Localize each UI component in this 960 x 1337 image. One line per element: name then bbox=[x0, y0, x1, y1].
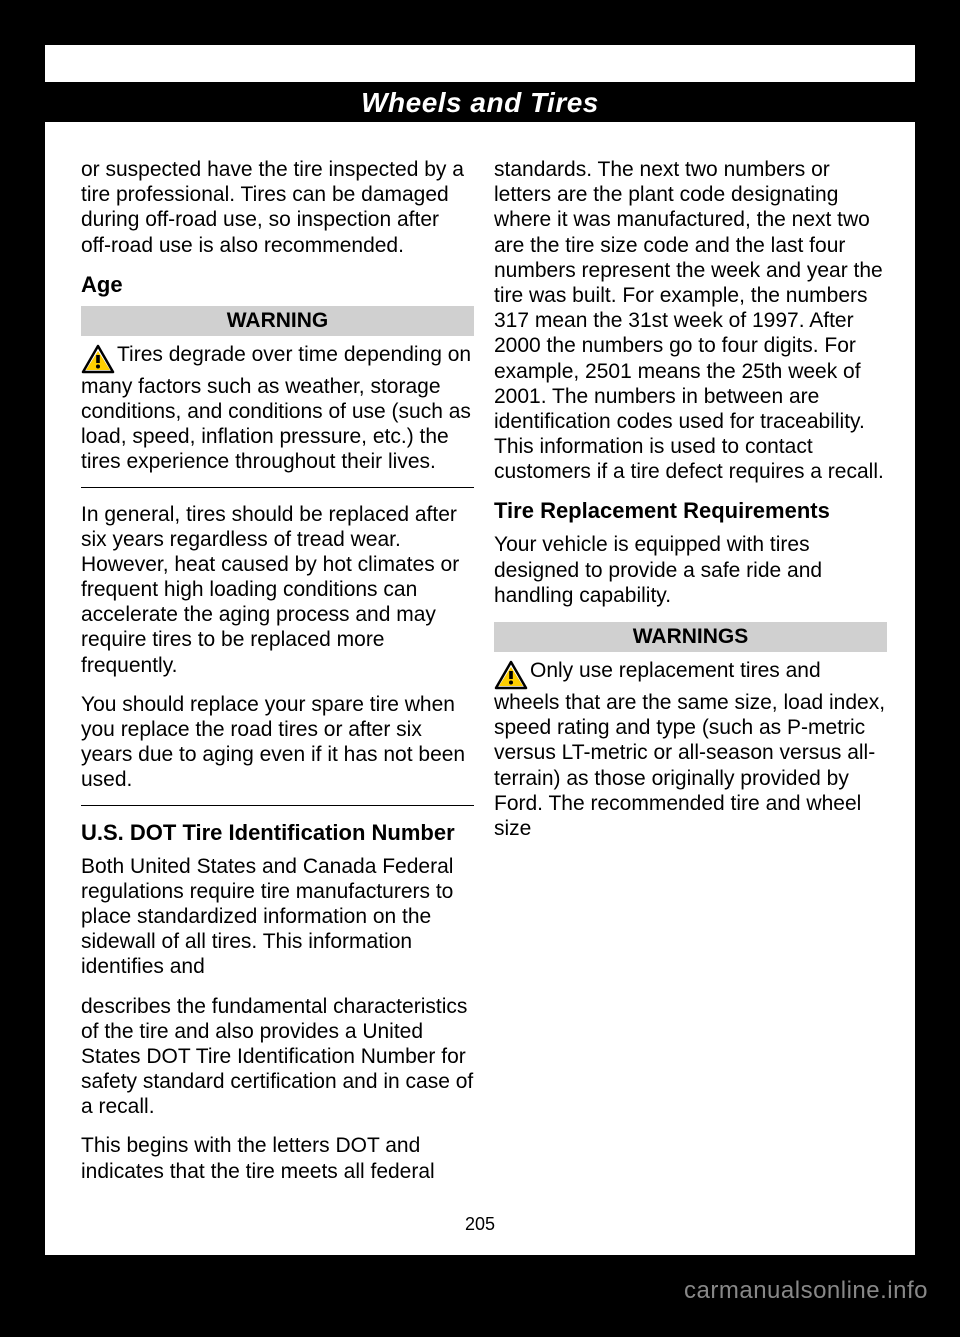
warning-header: WARNING bbox=[81, 306, 474, 336]
warning-text: Only use replacement tires and wheels th… bbox=[494, 658, 887, 841]
page-header-title: Wheels and Tires bbox=[45, 87, 915, 119]
body-text: In general, tires should be replaced aft… bbox=[81, 502, 474, 678]
warning-body-text: Tires degrade over time depending on man… bbox=[81, 343, 471, 474]
warning-text: Tires degrade over time depending on man… bbox=[81, 342, 474, 475]
warning-triangle-icon bbox=[81, 344, 115, 374]
body-text: or suspected have the tire inspected by … bbox=[81, 157, 474, 258]
heading-dot-number: U.S. DOT Tire Identification Number bbox=[81, 820, 474, 846]
warning-box-continuation: You should replace your spare tire when … bbox=[81, 692, 474, 806]
warning-triangle-icon bbox=[494, 660, 528, 690]
heading-age: Age bbox=[81, 272, 474, 298]
warnings-header: WARNINGS bbox=[494, 622, 887, 652]
page-number: 205 bbox=[45, 1214, 915, 1235]
body-text: You should replace your spare tire when … bbox=[81, 692, 474, 793]
watermark: carmanualsonline.info bbox=[684, 1277, 928, 1305]
body-text: describes the fundamental characteristic… bbox=[81, 994, 474, 1120]
warning-body-text: Only use replacement tires and wheels th… bbox=[494, 659, 885, 840]
content-columns: or suspected have the tire inspected by … bbox=[81, 157, 887, 1205]
page-container: Wheels and Tires or suspected have the t… bbox=[45, 45, 915, 1255]
warning-box: Tires degrade over time depending on man… bbox=[81, 342, 474, 488]
body-text: Your vehicle is equipped with tires desi… bbox=[494, 532, 887, 608]
body-text: Both United States and Canada Federal re… bbox=[81, 854, 474, 980]
heading-tire-replacement: Tire Replacement Requirements bbox=[494, 498, 887, 524]
